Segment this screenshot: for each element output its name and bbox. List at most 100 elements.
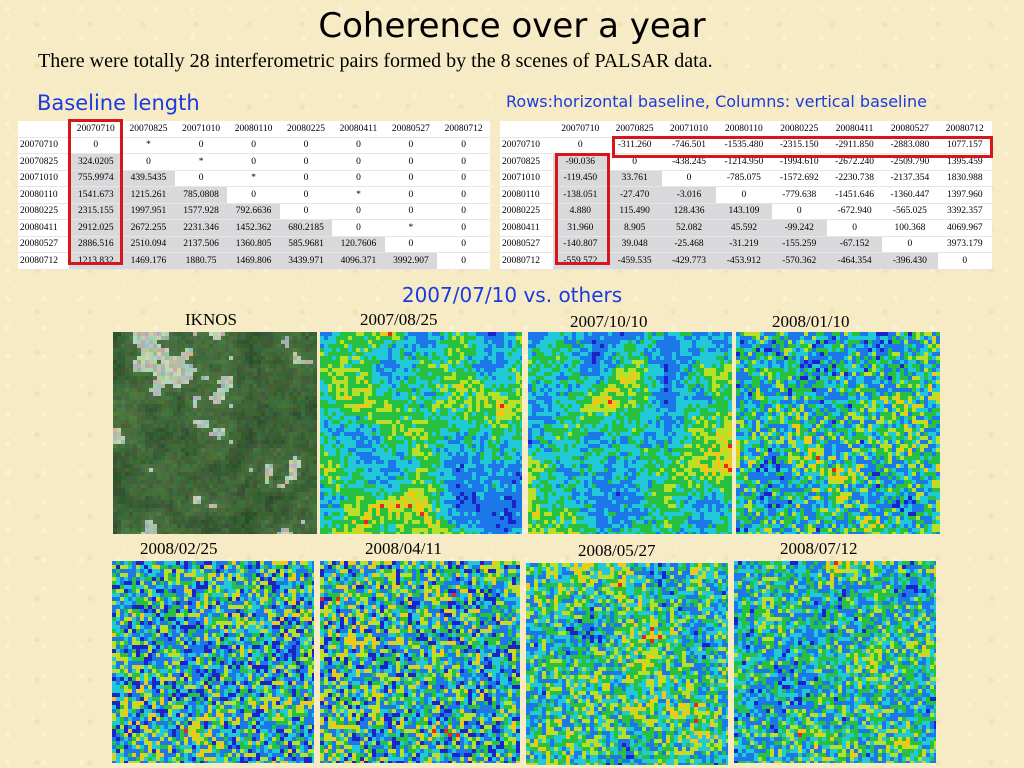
optical-image-raster xyxy=(113,332,317,534)
column-header: 20070825 xyxy=(607,121,662,138)
column-header: 20071010 xyxy=(661,121,717,138)
table-cell: 2886.516 xyxy=(69,236,123,253)
table-row: 20080527 -140.807 39.048 -25.468 -31.219 -155… xyxy=(500,236,992,253)
table-cell: 1469.806 xyxy=(227,252,280,270)
row-header: 20080225 xyxy=(500,203,554,220)
row-header: 20080712 xyxy=(18,252,70,270)
table-cell: 0 xyxy=(553,137,608,154)
coherence-map-image xyxy=(320,561,520,763)
table-cell: 0 xyxy=(384,236,438,253)
table-cell: 0 xyxy=(384,170,438,187)
table-cell: -464.354 xyxy=(826,252,883,270)
table-cell: 1880.75 xyxy=(174,252,228,270)
table-row: 20080110 1541.673 1215.261 785.0808 0 0 * 0 0 xyxy=(18,186,490,204)
table-row: 20080712 1213.832 1469.176 1880.75 1469.806 3… xyxy=(18,252,490,270)
table-cell: 1360.805 xyxy=(227,236,280,253)
table-cell: 2510.094 xyxy=(122,236,175,253)
table-cell: 1397.960 xyxy=(937,186,992,204)
table-cell: 0 xyxy=(279,170,333,187)
table-cell: 680.2185 xyxy=(279,219,333,237)
table-cell: 0 xyxy=(384,186,438,204)
table-cell: 0 xyxy=(227,137,280,154)
table-cell: 0 xyxy=(332,170,385,187)
baseline-length-label: Baseline length xyxy=(37,91,200,115)
table-cell: 0 xyxy=(279,137,333,154)
table-cell: 0 xyxy=(384,137,438,154)
table-cell: -570.362 xyxy=(771,252,827,270)
table-cell: 792.6636 xyxy=(227,203,280,220)
table-cell: 143.109 xyxy=(716,203,772,220)
table-cell: 1830.988 xyxy=(937,170,992,187)
column-header: 20080712 xyxy=(437,121,490,138)
table-cell: 1452.362 xyxy=(227,219,280,237)
table-cell: -1535.480 xyxy=(716,137,772,154)
column-header: 20080225 xyxy=(771,121,827,138)
table-cell: 0 xyxy=(826,219,883,237)
table-cell: 52.082 xyxy=(661,219,717,237)
table-row: 20070710 0 * 0 0 0 0 0 0 xyxy=(18,137,490,154)
table-cell: 4069.967 xyxy=(937,219,992,237)
column-header: 20070710 xyxy=(553,121,608,138)
row-header: 20071010 xyxy=(500,170,554,187)
slide-title: Coherence over a year xyxy=(0,6,1024,46)
coherence-map-image xyxy=(112,561,314,763)
row-header: 20080527 xyxy=(500,236,554,253)
table-cell: 39.048 xyxy=(607,236,662,253)
column-header: 20080712 xyxy=(937,121,992,138)
table-cell: -119.450 xyxy=(553,170,608,187)
column-header: 20080527 xyxy=(882,121,938,138)
table-cell: 0 xyxy=(437,219,490,237)
table-row: 20071010 755.9974 439.5435 0 * 0 0 0 0 xyxy=(18,170,490,187)
table-cell: 0 xyxy=(384,203,438,220)
coherence-raster xyxy=(528,332,732,534)
table-cell: 100.368 xyxy=(882,219,938,237)
table-cell: 3439.971 xyxy=(279,252,333,270)
table-cell: 0 xyxy=(437,236,490,253)
table-cell: 0 xyxy=(332,153,385,171)
coherence-raster xyxy=(526,563,728,765)
column-header: 20070710 xyxy=(69,121,123,138)
row-header: 20080527 xyxy=(18,236,70,253)
table-row: 20080110 -138.051 -27.470 -3.016 0 -779.638 -1… xyxy=(500,186,992,204)
table-cell: 45.592 xyxy=(716,219,772,237)
table-cell: 1469.176 xyxy=(122,252,175,270)
table-row: 20080225 2315.155 1997.951 1577.928 792.6636… xyxy=(18,203,490,220)
table-cell: 0 xyxy=(437,153,490,171)
table-cell: * xyxy=(384,219,438,237)
table-cell: -27.470 xyxy=(607,186,662,204)
table-cell: 755.9974 xyxy=(69,170,123,187)
table-cell: -2911.850 xyxy=(826,137,883,154)
highlight-box-first-row xyxy=(612,136,993,158)
row-header: 20070710 xyxy=(500,137,554,154)
row-header: 20080411 xyxy=(500,219,554,237)
baseline-hv-table: 20070710 20070825 20071010 20080110 20080225… xyxy=(500,121,992,270)
table-row: 20070825 324.0205 0 * 0 0 0 0 0 xyxy=(18,153,490,171)
table-cell: 0 xyxy=(437,203,490,220)
table-cell: 1997.951 xyxy=(122,203,175,220)
table-cell: 0 xyxy=(437,252,490,270)
table-cell: 0 xyxy=(227,186,280,204)
table-cell: 120.7606 xyxy=(332,236,385,253)
table-cell: -3.016 xyxy=(661,186,717,204)
image-caption: 2008/01/10 xyxy=(772,312,849,332)
table-row: 20071010 -119.450 33.761 0 -785.075 -1572.692… xyxy=(500,170,992,187)
column-header: 20070825 xyxy=(122,121,175,138)
table-cell: -311.260 xyxy=(607,137,662,154)
table-cell: -785.075 xyxy=(716,170,772,187)
table-cell: 0 xyxy=(174,170,228,187)
table-cell: 1577.928 xyxy=(174,203,228,220)
table-cell: 0 xyxy=(332,203,385,220)
table-cell: -25.468 xyxy=(661,236,717,253)
table-row: 20080225 4.880 115.490 128.436 143.109 0 -672.… xyxy=(500,203,992,220)
table-cell: 1077.157 xyxy=(937,137,992,154)
table-cell: 0 xyxy=(437,137,490,154)
image-caption: 2008/07/12 xyxy=(780,539,857,559)
coherence-raster xyxy=(320,332,522,534)
column-header: 20071010 xyxy=(174,121,228,138)
rows-columns-label: Rows:horizontal baseline, Columns: verti… xyxy=(506,92,927,111)
table-cell: 0 xyxy=(332,219,385,237)
table-cell: -2315.150 xyxy=(771,137,827,154)
table-cell: -90.036 xyxy=(553,153,608,171)
baseline-length-table: 20070710 20070825 20071010 20080110 20080225… xyxy=(18,121,490,270)
table-cell: -565.025 xyxy=(882,203,938,220)
